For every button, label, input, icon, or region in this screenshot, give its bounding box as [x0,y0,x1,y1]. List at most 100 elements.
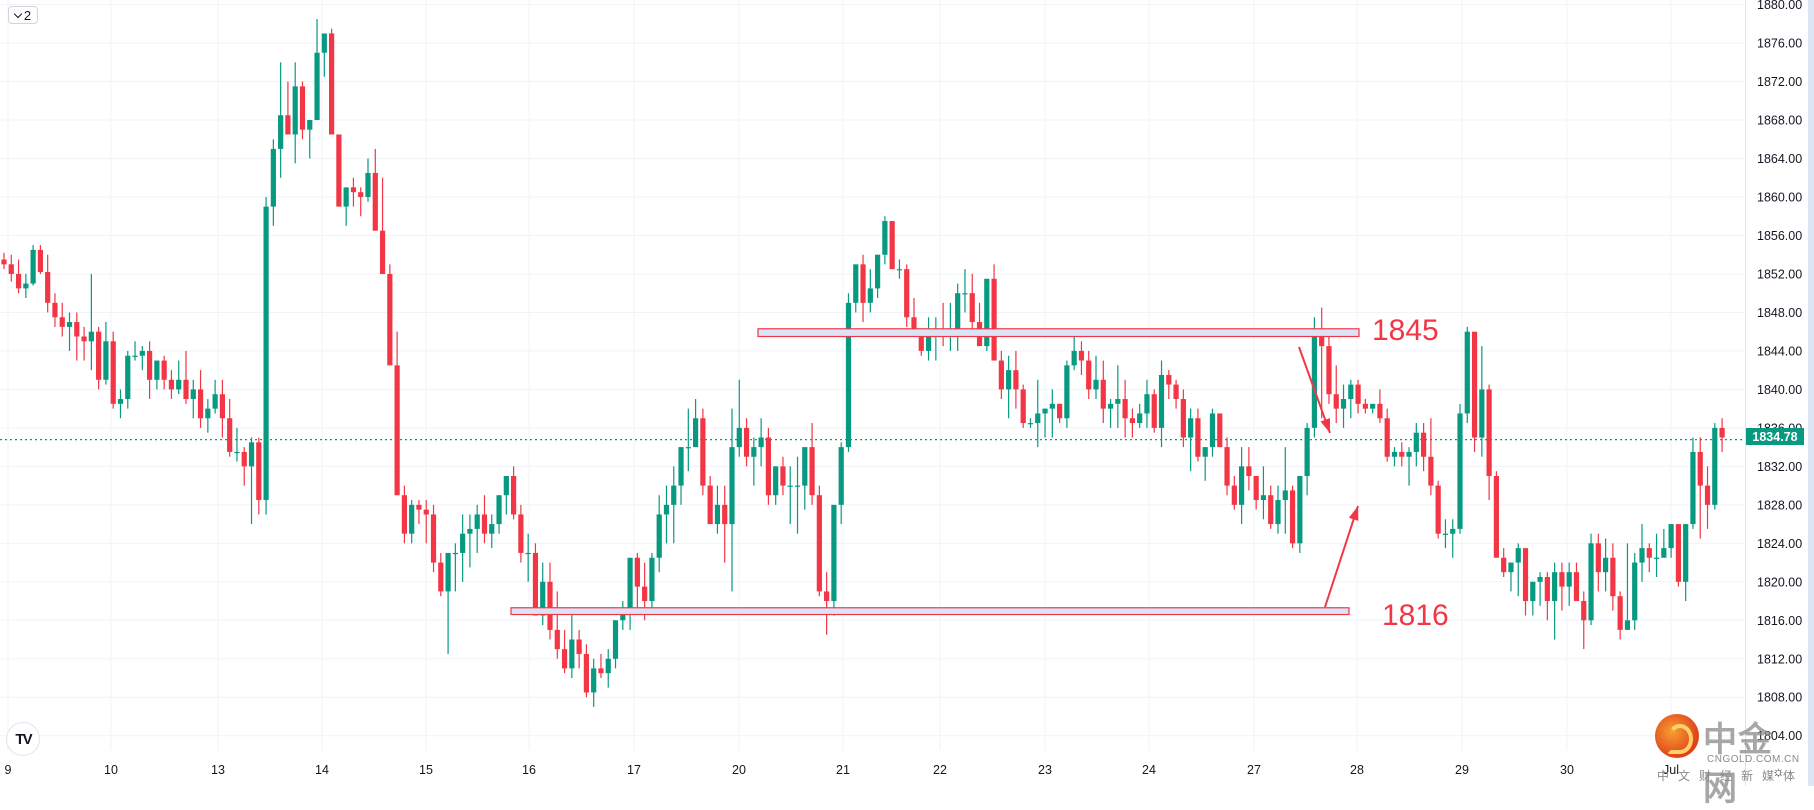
candle [1246,447,1252,491]
candle [59,302,65,337]
candle [139,346,145,371]
candle [1493,471,1499,558]
candle [1231,475,1237,510]
candle [773,466,779,505]
candle [700,408,706,496]
candle [1508,562,1514,592]
candle [161,355,167,390]
candle [1173,379,1179,409]
candle [183,350,189,404]
candle [372,148,378,231]
candle [1086,350,1092,400]
candle [1093,355,1099,400]
candle [1057,403,1063,424]
candle [1224,437,1230,496]
tradingview-logo[interactable]: TV [6,722,40,756]
candle [984,278,990,351]
candle [256,437,262,515]
candle [1348,379,1354,419]
candle [1632,552,1638,630]
candle [1239,447,1245,525]
price-tick-label: 1824.00 [1757,537,1802,551]
candle [1675,524,1681,587]
candle [1129,408,1135,438]
candle [241,447,247,486]
candle [561,629,568,674]
candle [896,259,903,279]
support-label: 1816 [1382,599,1449,632]
candle [219,379,225,438]
time-tick-label: 20 [732,763,746,777]
candle [1209,408,1216,457]
time-tick-label: 14 [315,763,329,777]
candle [1573,562,1580,602]
candle [23,273,29,299]
price-tick-label: 1852.00 [1757,267,1802,281]
candle [190,379,196,419]
candle [423,500,429,544]
price-tick-label: 1808.00 [1757,691,1802,705]
time-tick-label: 24 [1142,763,1156,777]
price-tick-label: 1848.00 [1757,306,1802,320]
price-tick-label: 1820.00 [1757,575,1802,589]
candle [1071,331,1077,371]
candle [1617,591,1623,640]
price-tick-label: 1880.00 [1757,0,1802,12]
candle [1253,475,1259,510]
arrow-up-icon[interactable] [1324,505,1359,608]
candle [1486,384,1492,501]
candle [1457,403,1463,534]
candle [1304,423,1310,496]
time-tick-label: 17 [627,763,641,777]
time-tick-label: Jul [1663,763,1679,777]
time-tick-label: 27 [1247,763,1261,777]
candle [445,552,451,654]
candle [620,601,626,630]
candle [1282,447,1288,534]
candle [743,418,750,467]
support-zone-1816[interactable] [510,607,1350,616]
candle [452,543,458,592]
candle [1202,447,1208,481]
candle [940,302,946,347]
candle [554,591,560,659]
candle [947,302,953,351]
candle [1100,360,1106,424]
candle [1668,524,1674,558]
time-tick-label: 10 [104,763,118,777]
candle [307,120,313,159]
time-tick-label: 22 [933,763,947,777]
candle [1151,389,1157,433]
candle [460,514,466,582]
candle [358,187,364,217]
candle [962,269,968,313]
candle [176,360,182,395]
candle [1391,447,1398,467]
gear-icon[interactable]: ☼ [1772,763,1785,779]
collapse-indicators-button[interactable]: 2 [8,6,38,24]
price-tick-label: 1864.00 [1757,152,1802,166]
candle [583,644,589,698]
candle [1027,418,1034,428]
resistance-zone-1845[interactable] [757,328,1360,338]
candle [1588,533,1594,626]
candle [591,658,597,707]
candle [263,197,269,515]
candle [649,552,655,611]
candle [1122,379,1128,438]
candle [387,264,393,366]
candle [285,81,291,135]
candle [1319,307,1325,419]
candle [1435,480,1441,539]
candle [474,504,480,553]
candle [15,259,22,294]
candle [751,437,757,486]
cngold-logo-icon [1655,714,1699,758]
candle [1078,341,1085,375]
arrow-down-icon[interactable] [1298,346,1331,434]
candle [503,475,509,515]
candle [1326,336,1332,404]
candlestick-chart[interactable]: 1880.00 1876.00 1872.00 1868.00 1864.00 1860.… [0,0,1814,786]
candle [365,158,371,202]
